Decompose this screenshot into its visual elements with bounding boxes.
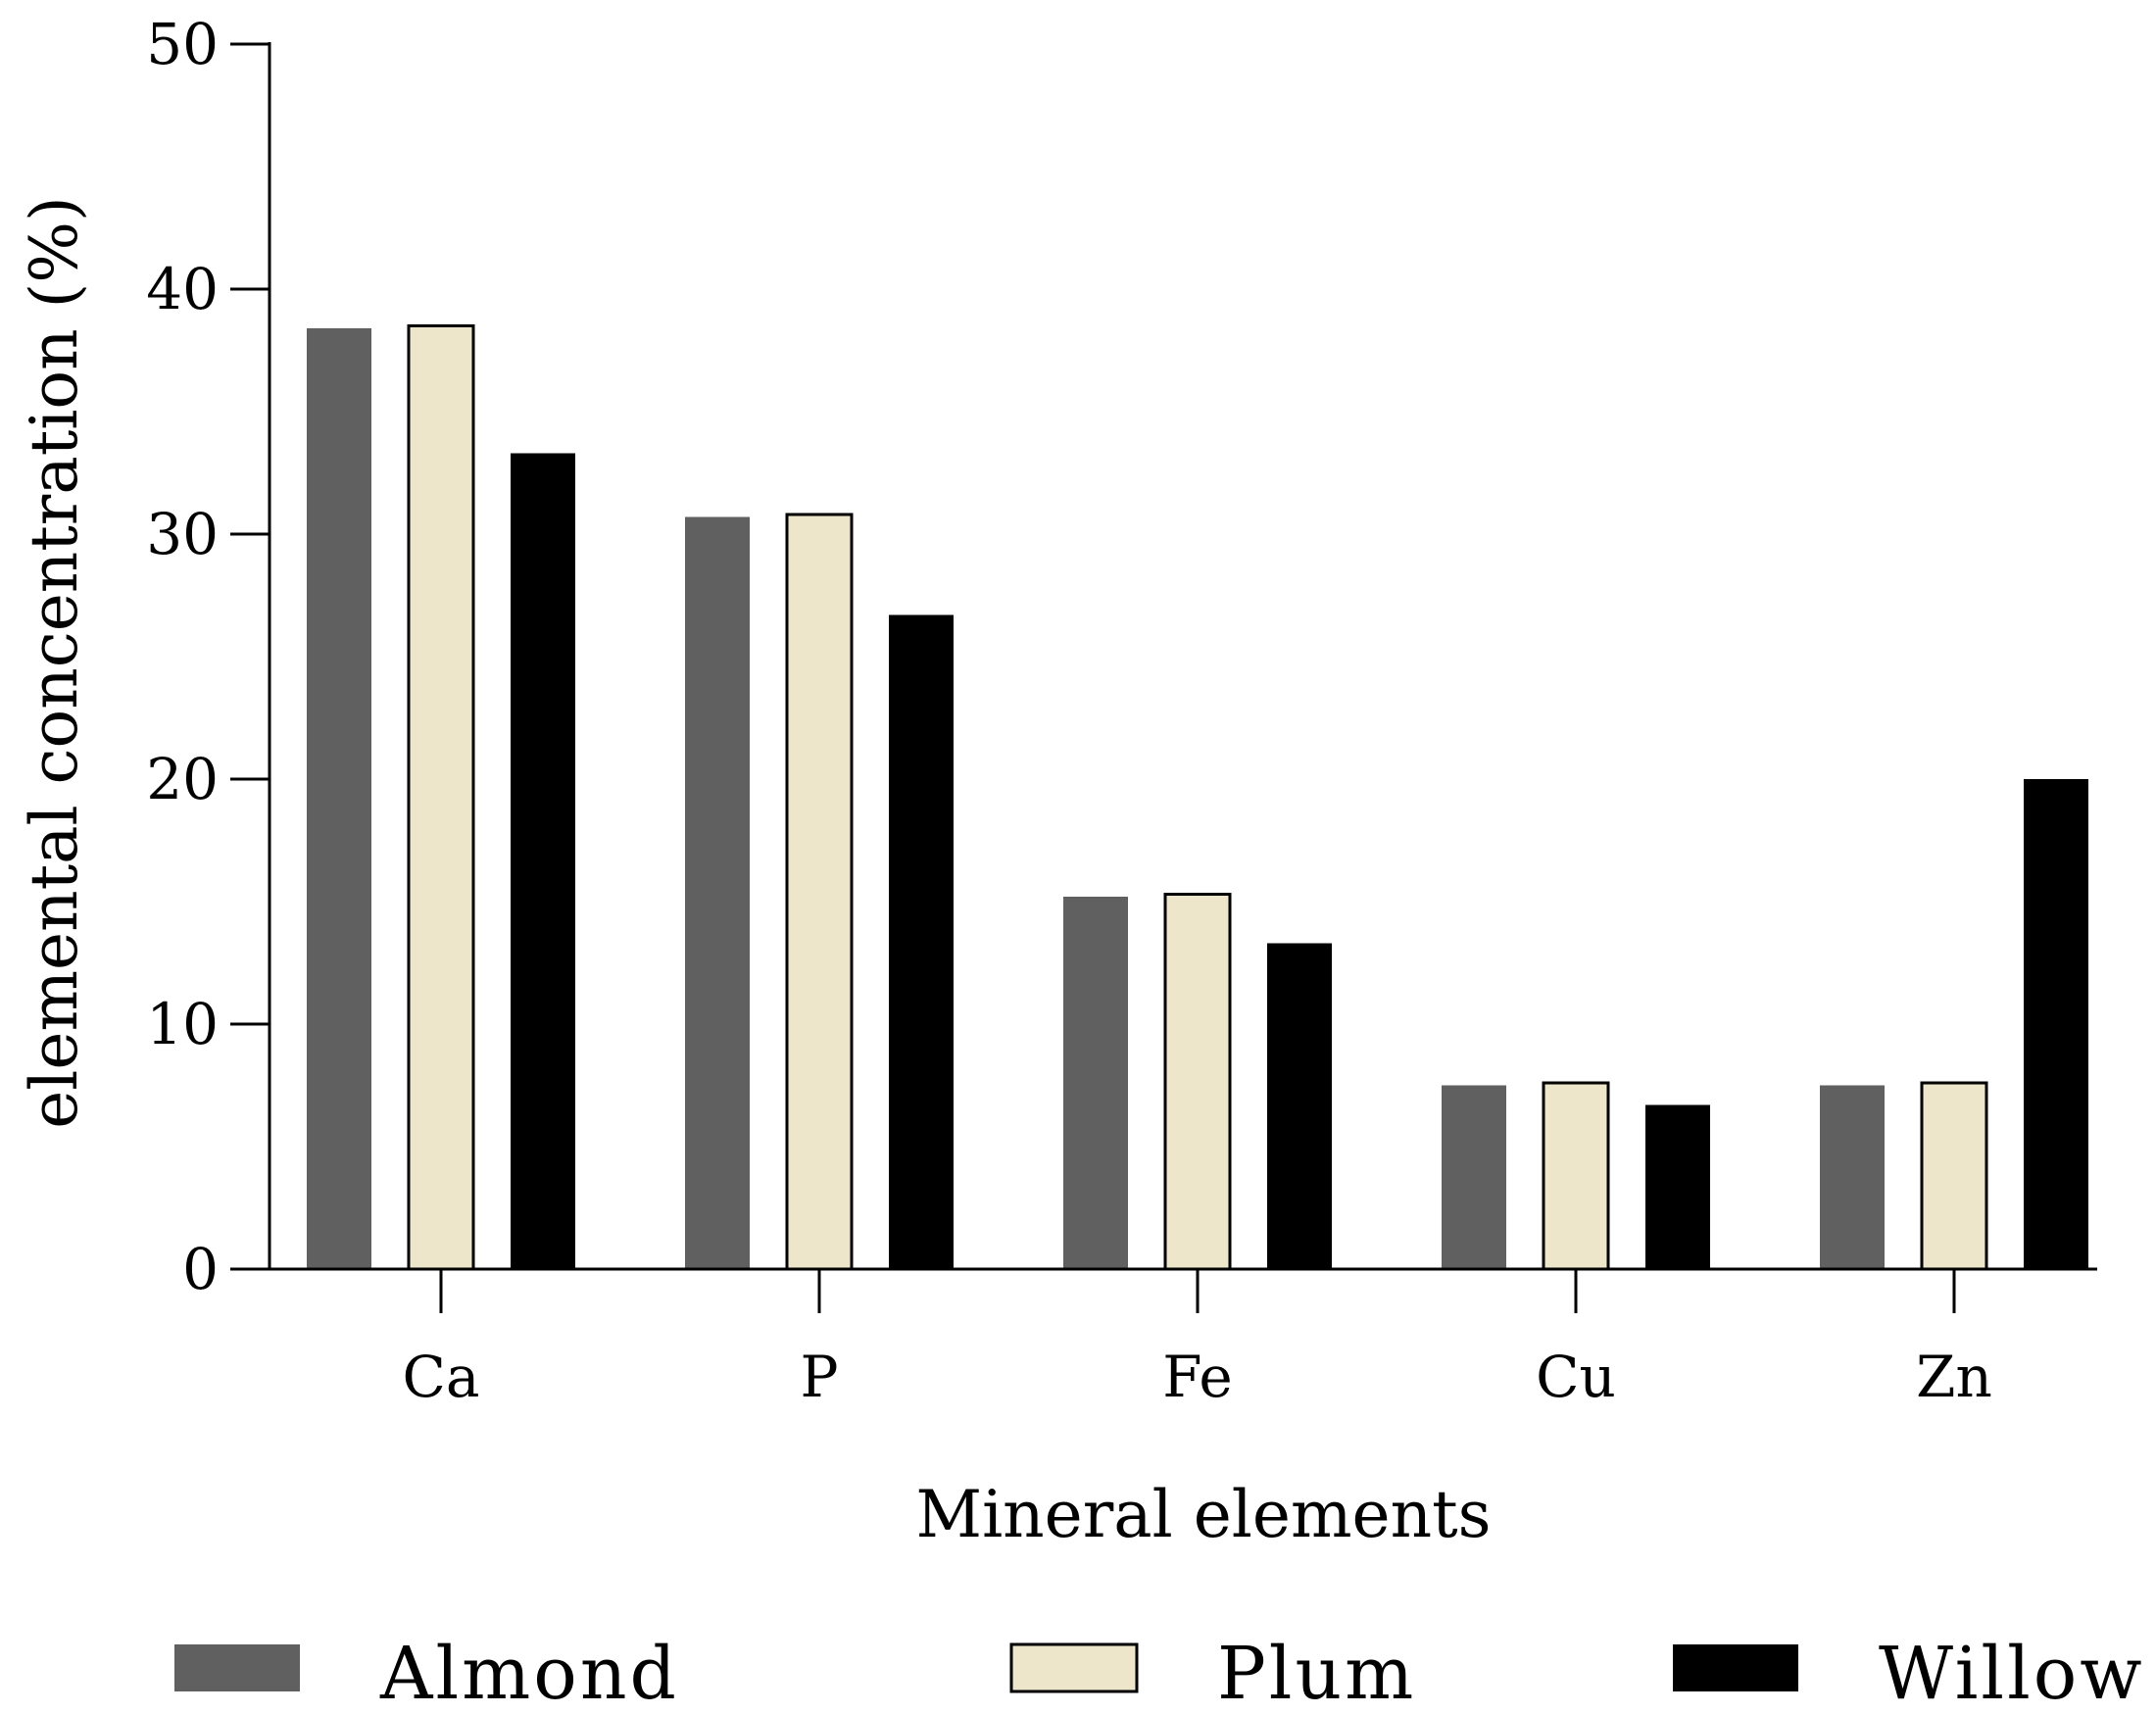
x-tick-label-p: P [800, 1344, 838, 1410]
y-tick-label: 50 [146, 11, 219, 77]
y-tick-label: 0 [182, 1236, 219, 1302]
x-tick-label-cu: Cu [1536, 1344, 1616, 1410]
bars [307, 324, 2088, 1271]
bar-almond-p [685, 516, 750, 1269]
bar-willow-cu [1645, 1104, 1710, 1269]
x-tick-label-fe: Fe [1162, 1344, 1232, 1410]
legend-label-almond: Almond [379, 1632, 679, 1714]
y-tick-label: 30 [146, 501, 219, 567]
legend-swatch-almond [174, 1644, 300, 1691]
y-tick-label: 10 [146, 991, 219, 1057]
x-axis-ticks: Ca P Fe Cu Zn [403, 1269, 1992, 1410]
bar-willow-p [889, 614, 954, 1269]
x-tick-label-ca: Ca [403, 1344, 480, 1410]
bar-almond-ca [307, 328, 371, 1269]
x-axis-title: Mineral elements [915, 1477, 1491, 1552]
bar-plum-p [785, 513, 854, 1271]
y-axis-ticks: 0 10 20 30 40 50 [146, 11, 270, 1302]
bar-almond-cu [1442, 1085, 1506, 1269]
bar-almond-zn [1820, 1085, 1885, 1269]
bar-willow-zn [2024, 779, 2088, 1269]
legend-label-plum: Plum [1217, 1632, 1416, 1714]
bar-willow-ca [511, 453, 575, 1269]
y-tick-label: 40 [146, 256, 219, 322]
bar-plum-cu [1542, 1081, 1610, 1271]
legend-swatch-plum [1009, 1642, 1139, 1693]
bar-plum-zn [1920, 1081, 1988, 1271]
bar-almond-fe [1063, 897, 1128, 1269]
bar-plum-ca [407, 324, 475, 1271]
y-axis-title: elemental concentration (%) [17, 196, 92, 1129]
bar-willow-fe [1267, 943, 1332, 1269]
legend-swatch-willow [1673, 1644, 1798, 1691]
legend: Almond Plum Willow [174, 1632, 2145, 1714]
y-tick-label: 20 [146, 746, 219, 812]
x-tick-label-zn: Zn [1916, 1344, 1992, 1410]
legend-label-willow: Willow [1879, 1632, 2145, 1714]
bar-plum-fe [1163, 893, 1232, 1271]
